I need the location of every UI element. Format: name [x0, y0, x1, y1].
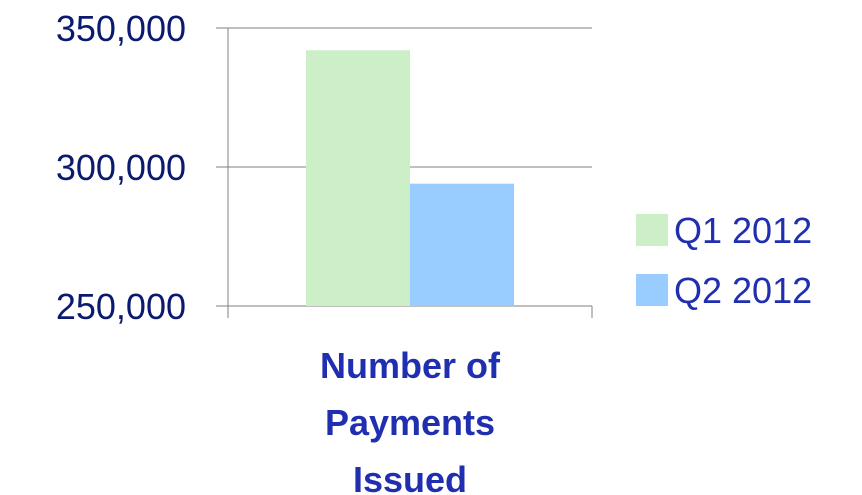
legend: Q1 2012 Q2 2012 — [636, 210, 812, 311]
y-tick-label: 350,000 — [56, 8, 186, 49]
y-tick-label: 300,000 — [56, 147, 186, 188]
bars — [306, 50, 514, 306]
category-label-line: Issued — [353, 459, 467, 495]
legend-swatch — [636, 274, 668, 306]
bar-q2-2012 — [410, 183, 514, 306]
legend-swatch — [636, 214, 668, 246]
legend-label: Q2 2012 — [674, 270, 812, 311]
x-axis-category-label: Number of Payments Issued — [320, 345, 501, 495]
category-label-line: Number of — [320, 345, 501, 386]
y-tick-label: 250,000 — [56, 286, 186, 327]
category-label-line: Payments — [325, 402, 495, 443]
legend-label: Q1 2012 — [674, 210, 812, 251]
bar-q1-2012 — [306, 50, 410, 306]
y-axis-tick-labels: 250,000 300,000 350,000 — [56, 8, 186, 327]
